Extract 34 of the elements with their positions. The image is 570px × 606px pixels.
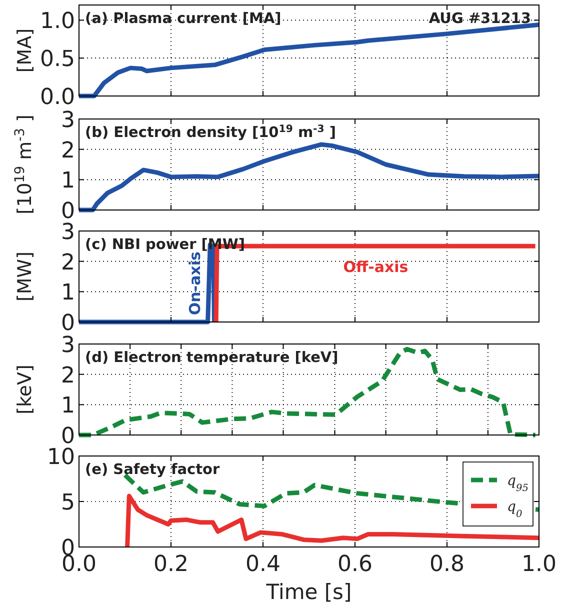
y-axis-title: [keV] (14, 364, 36, 414)
y-tick-label: 5 (61, 490, 75, 516)
y-tick-label: 1 (61, 168, 75, 194)
y-axis-title: [MA] (14, 28, 36, 73)
y-tick-label: 0.0 (40, 85, 75, 110)
chart-title: (c) NBI power [MW] (85, 237, 245, 253)
x-axis-title: Time [s] (265, 580, 352, 604)
text: On-axis (186, 251, 204, 316)
x-tick-label: 0.8 (430, 552, 464, 577)
y-tick-label: 1 (61, 280, 75, 306)
legend-label: q$_{0}$ (507, 499, 522, 520)
chart-title: (e) Safety factor (85, 462, 221, 478)
y-tick-label: 0.5 (40, 47, 75, 72)
x-tick-label: 0.2 (154, 552, 188, 577)
series-label: Off-axis (343, 258, 408, 276)
chart-title: (a) Plasma current [MA] (85, 11, 282, 27)
chart-title: (b) Electron density [10$^{19}$ m$^{-3}$] (85, 124, 336, 141)
y-tick-label: 3 (61, 108, 75, 133)
y-tick-label: 2 (61, 138, 75, 164)
x-tick-label: 0.6 (338, 552, 372, 577)
line-series (79, 142, 539, 212)
x-tick-label: 0.4 (246, 552, 280, 577)
legend-label: q$_{95}$ (507, 473, 528, 494)
y-axis-title: [MW] (14, 251, 36, 302)
chart-title: (d) Electron temperature [keV] (85, 350, 338, 366)
annotation: AUG #31213 (428, 11, 531, 27)
y-tick-label: 2 (61, 363, 75, 388)
y-tick-label: 3 (61, 333, 75, 358)
y-tick-label: 2 (61, 250, 75, 276)
y-tick-label: 1 (61, 394, 75, 419)
y-tick-label: 1.0 (40, 9, 75, 34)
line-series (125, 494, 539, 550)
x-tick-label: 1.0 (522, 552, 556, 577)
y-tick-label: 0 (61, 311, 75, 336)
